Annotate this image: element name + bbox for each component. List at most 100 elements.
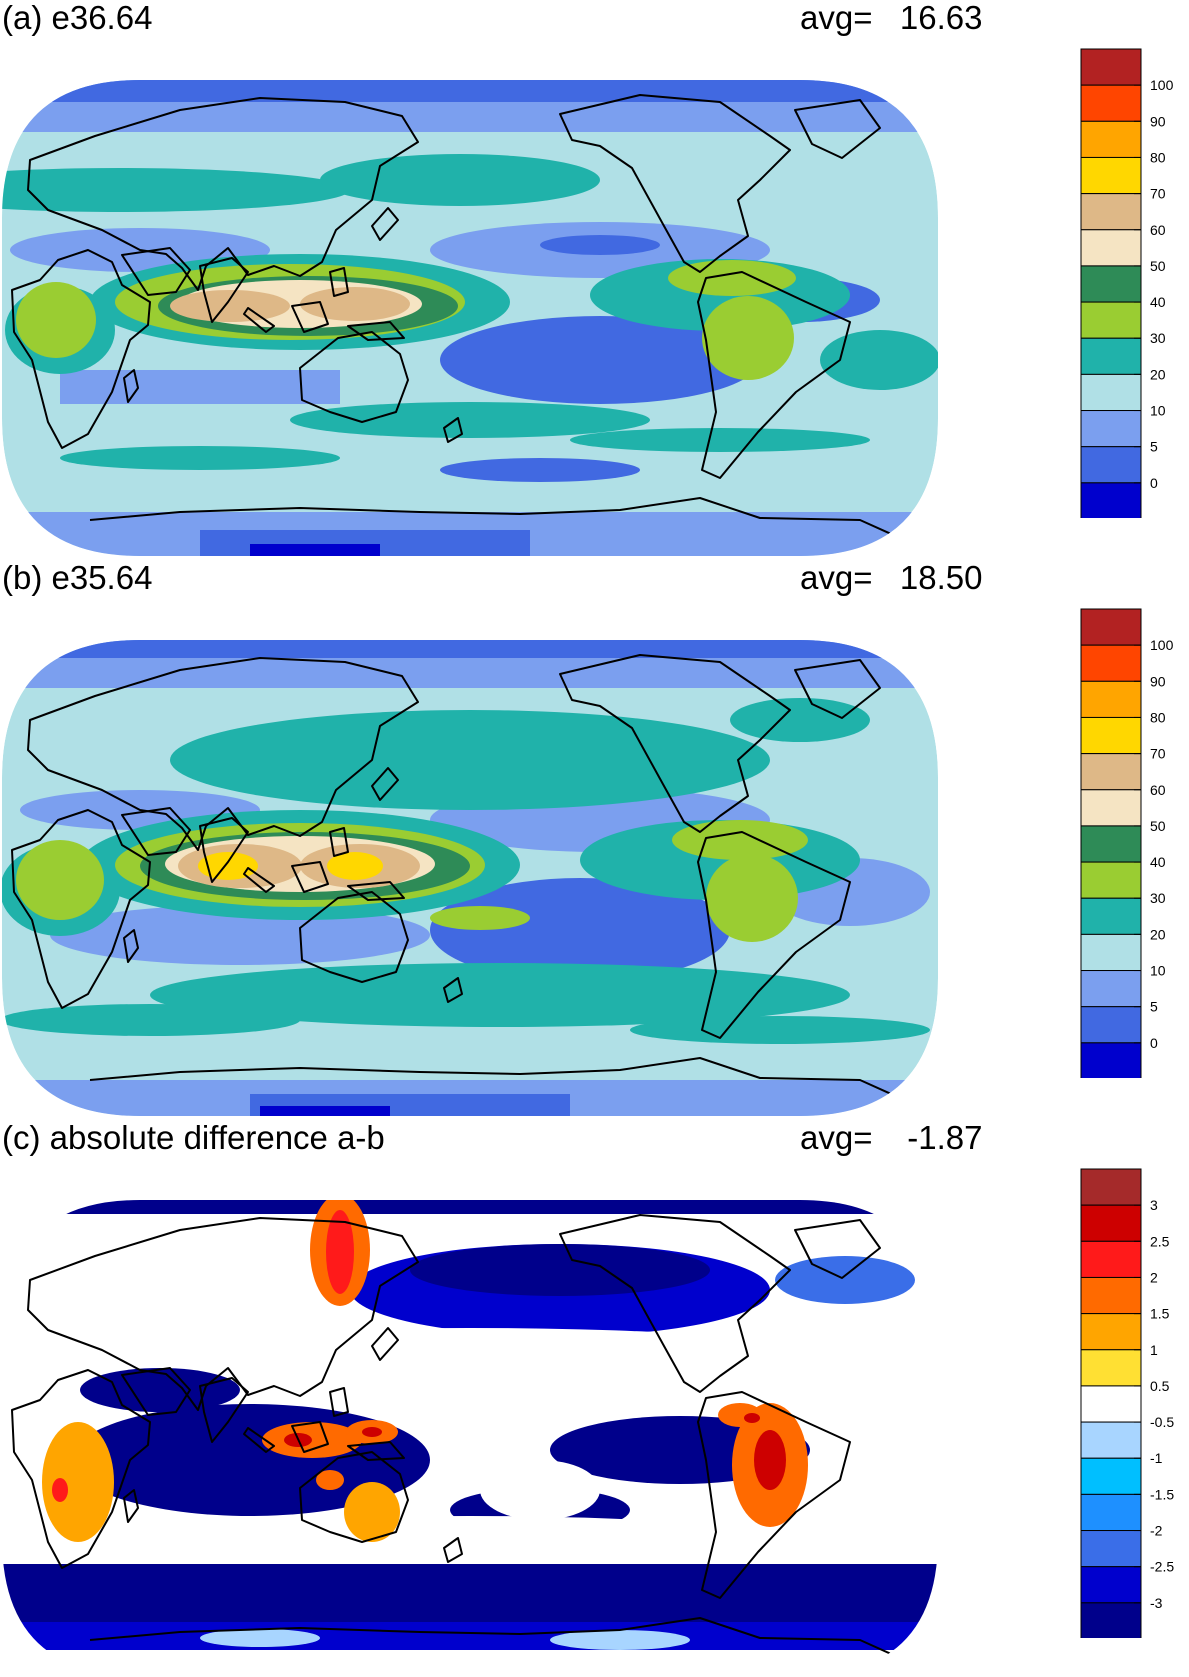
colorbar-box [1080,48,1142,86]
field-region [170,290,290,322]
field-region [260,1106,390,1116]
colorbar-label: 0 [1150,475,1158,491]
colorbar-label: 60 [1150,222,1166,238]
colorbar-label: 30 [1150,890,1166,906]
coastline-greenland [794,659,881,719]
field-region [570,428,870,452]
colorbar-box [1080,1421,1142,1459]
colorbar-box [1080,1385,1142,1423]
coastline-india [199,1377,249,1443]
coastline-antarctica [89,1617,901,1659]
field-region [16,840,104,920]
colorbar-label: 50 [1150,258,1166,274]
field-region [250,544,380,556]
field-region [730,698,870,742]
avg-value: 16.63 [899,0,983,36]
field-region [2,80,938,102]
colorbar-label: 1 [1150,1342,1158,1358]
colorbar-box [1080,120,1142,158]
panel-a: (a) e36.64 avg= 16.63 100 90 80 70 60 50 40 30 20… [0,0,1189,560]
coastline-eurasia [27,97,419,291]
panel-c: (c) absolute difference a-b avg= -1.87 3 2… [0,1120,1189,1677]
field-region [2,1200,938,1214]
colorbar-box [1080,1276,1142,1315]
field-region [744,1413,760,1423]
colorbar-box [1080,265,1142,303]
colorbar-box [1080,861,1142,899]
coastlines [11,1214,901,1659]
avg-label: avg= [800,559,873,596]
field-region [320,154,600,206]
colorbar-boxes [1080,608,1142,1078]
panel-title: (a) e36.64 [2,0,153,36]
colorbar-box [1080,1042,1142,1078]
coastlines [11,94,901,539]
colorbar-box [1080,156,1142,195]
field-region [16,282,96,358]
coastline-newguinea [347,1441,405,1461]
coastline-antarctica [89,1057,901,1099]
colorbar-label: -0.5 [1150,1414,1174,1430]
coastline-newzealand [443,977,463,1003]
coastline-africa [11,249,151,449]
field-region [440,458,640,482]
field-region [150,963,850,1027]
colorbar-label: 30 [1150,330,1166,346]
coastline-philippines [329,827,349,857]
coastline-madagascar [123,1489,139,1523]
colorbar-label: 100 [1150,637,1174,653]
coastline-sumatra [243,867,275,893]
colorbar-label: 90 [1150,113,1166,129]
field-region [672,820,808,860]
colorbar-box [1080,482,1142,518]
panel-average: avg= 18.50 [800,560,982,596]
colorbar-box [1080,1240,1142,1278]
field-region [2,640,938,658]
coastline-madagascar [123,929,139,963]
colorbar-label: 10 [1150,403,1166,419]
field-region [630,1016,930,1044]
coastline-southamerica [697,1391,851,1599]
coastline-africa [11,1369,151,1569]
colorbar-label: 0 [1150,1035,1158,1051]
colorbar-label: -1 [1150,1450,1163,1466]
field-region [820,330,938,390]
coastline-borneo [291,301,329,333]
colorbar-label: 80 [1150,709,1166,725]
colorbar-box [1080,337,1142,375]
colorbar-label: 70 [1150,186,1166,202]
colorbar-boxes [1080,1168,1142,1638]
colorbar-label: 90 [1150,673,1166,689]
colorbar-box [1080,825,1142,863]
field-region [170,710,770,810]
coastline-eurasia [27,1217,419,1411]
colorbar-label: 20 [1150,926,1166,942]
field-layer [2,640,938,1116]
colorbar-label: 40 [1150,294,1166,310]
map-plot [2,640,938,1116]
colorbar-label: 20 [1150,366,1166,382]
field-region [775,1256,915,1304]
avg-value: 18.50 [899,559,983,596]
colorbar-box [1080,970,1142,1008]
colorbar-box [1080,897,1142,935]
colorbar-box [1080,410,1142,448]
coastline-southamerica [697,271,851,479]
panel-b: (b) e35.64 avg= 18.50 100 90 80 70 60 50 40 30 20… [0,560,1189,1120]
coastline-sumatra [243,307,275,333]
field-region [52,1478,68,1502]
colorbar: 3 2.5 2 1.5 1 0.5 -0.5 -1 -1.5 -2 -2.5 -3 [1080,1168,1174,1638]
coastline-australia [299,891,409,983]
coastlines [11,654,901,1099]
colorbar-box [1080,373,1142,412]
coastline-australia [299,1451,409,1543]
coastline-eurasia [27,657,419,851]
field-region [200,1629,320,1647]
colorbar-label: 3 [1150,1197,1158,1213]
colorbar-box [1080,446,1142,484]
field-region [2,1280,400,1340]
colorbar-box [1080,1204,1142,1242]
panel-title: (c) absolute difference a-b [2,1119,385,1156]
colorbar-box [1080,753,1142,791]
